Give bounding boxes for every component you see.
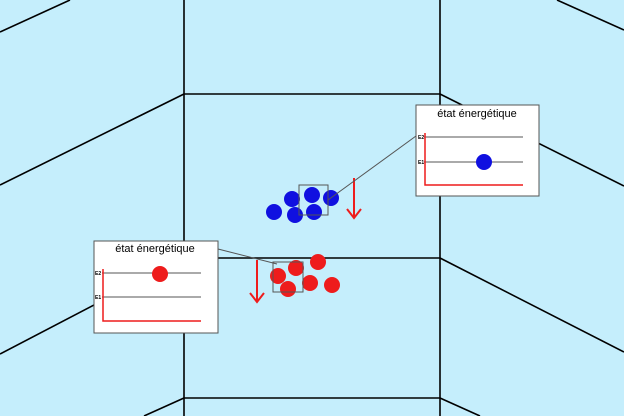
blue-callout-line — [327, 135, 417, 201]
energy-axis — [102, 269, 201, 322]
red-callout-line — [217, 248, 278, 265]
blue-down-arrow — [346, 178, 362, 220]
red-particle-cluster — [270, 254, 340, 297]
panel-title: état énergétique — [115, 243, 195, 255]
red-zoom-box — [272, 261, 304, 293]
electron-dot — [476, 154, 492, 170]
level-e2-label: E2 — [95, 271, 101, 277]
energy-panel-blue: état énergétique E2 E1 — [415, 104, 540, 197]
panel-title: état énergétique — [437, 108, 517, 120]
electron-dot — [152, 266, 168, 282]
level-e1-label: E1 — [418, 160, 424, 166]
level-e1-label: E1 — [95, 295, 101, 301]
blue-particle-cluster — [266, 184, 339, 223]
level-e2-label: E2 — [418, 135, 424, 141]
energy-panel-red: état énergétique E2 E1 — [93, 240, 219, 334]
red-down-arrow — [249, 260, 265, 304]
energy-axis — [424, 133, 523, 186]
